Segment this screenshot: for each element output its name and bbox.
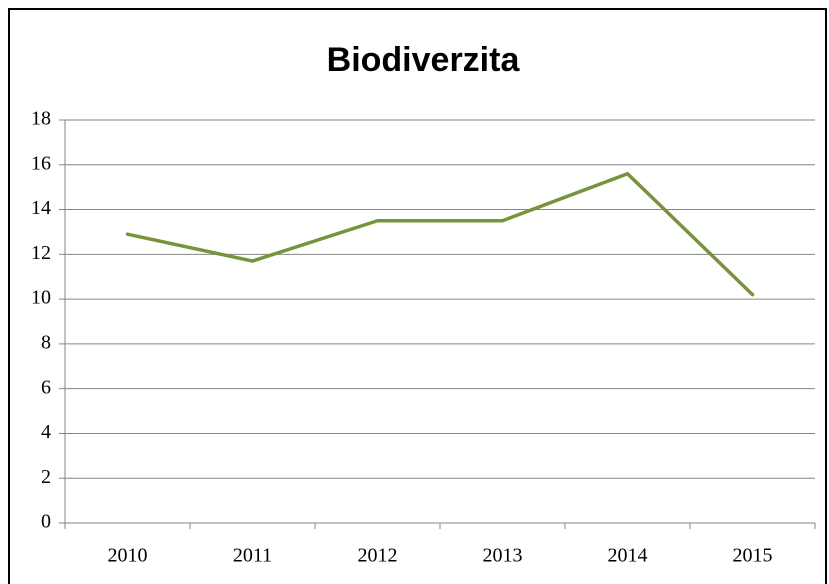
data-line — [125, 171, 755, 297]
x-tick-label: 2013 — [483, 545, 523, 567]
x-tick-label: 2014 — [608, 545, 648, 567]
y-tick-label: 6 — [41, 376, 51, 398]
chart-frame — [8, 8, 827, 584]
y-tick-label: 10 — [31, 287, 51, 309]
x-tick-label: 2015 — [733, 545, 773, 567]
x-tick-label: 2010 — [108, 545, 148, 567]
y-tick-label: 0 — [41, 511, 51, 533]
y-tick-label: 16 — [31, 152, 51, 174]
y-tick-label: 18 — [31, 108, 51, 130]
y-tick-label: 2 — [41, 466, 51, 488]
y-tick-label: 8 — [41, 331, 51, 353]
x-tick-label: 2012 — [358, 545, 398, 567]
y-tick-label: 12 — [31, 242, 51, 264]
chart-title: Biodiverzita — [327, 41, 521, 79]
y-tick-label: 4 — [41, 421, 51, 443]
y-tick-label: 14 — [31, 197, 51, 219]
x-tick-label: 2011 — [233, 545, 272, 567]
